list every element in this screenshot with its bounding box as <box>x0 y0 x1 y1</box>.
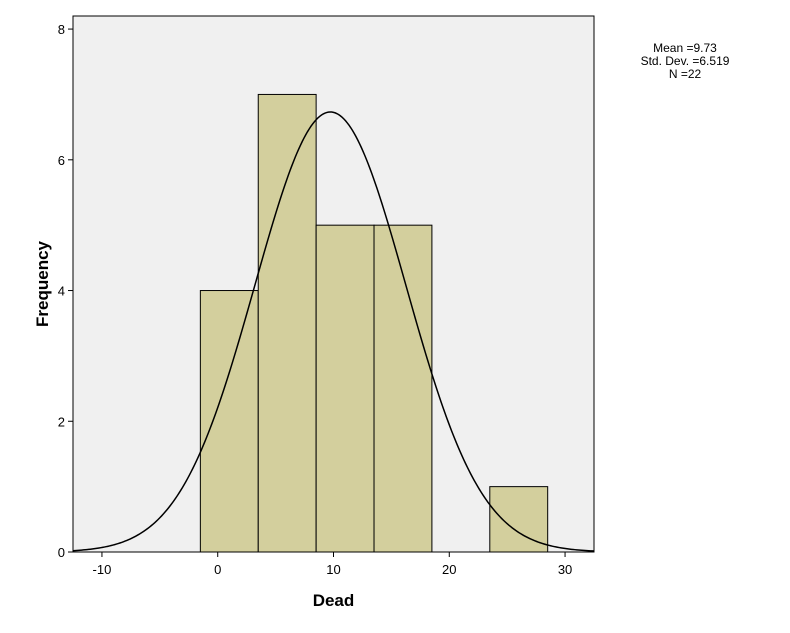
x-tick-label: 10 <box>326 562 340 577</box>
histogram-bar <box>373 224 433 553</box>
std-dev-label: Std. Dev. =6.519 <box>640 54 730 68</box>
normal-curve <box>72 111 595 552</box>
x-tick-label: -10 <box>93 562 112 577</box>
histogram-bar <box>315 224 375 553</box>
y-tick-label: 6 <box>58 153 65 168</box>
y-tick-label: 8 <box>58 22 65 37</box>
histogram-bar <box>489 486 549 553</box>
x-tick-label: 0 <box>214 562 221 577</box>
y-tick-label: 2 <box>58 414 65 429</box>
y-tick-label: 0 <box>58 545 65 560</box>
x-tick-label: 30 <box>558 562 572 577</box>
histogram-bar <box>199 290 259 553</box>
y-tick-label: 4 <box>58 284 65 299</box>
y-axis-title: Frequency <box>33 240 52 327</box>
histogram-bar <box>257 93 317 553</box>
n-label: N =22 <box>668 67 702 81</box>
stats-box: Mean =9.73 Std. Dev. =6.519 N =22 <box>620 42 750 81</box>
mean-label: Mean =9.73 <box>653 41 717 55</box>
x-axis-title: Dead <box>313 591 355 610</box>
axes-group: -10 0 10 20 30 0 2 4 6 8 <box>58 22 573 577</box>
x-tick-label: 20 <box>442 562 456 577</box>
bars-group <box>199 93 549 553</box>
